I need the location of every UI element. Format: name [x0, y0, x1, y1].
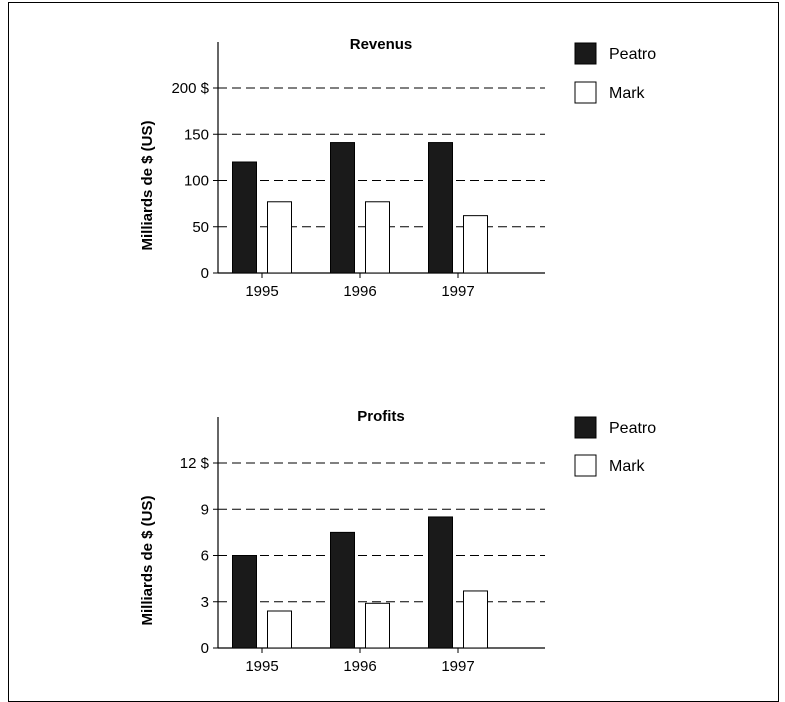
chart1-y-tick-label-2: 100 [184, 173, 209, 190]
chart1-x-tick-label-1995: 1995 [245, 283, 278, 300]
chart1-y-tick-label-1: 50 [192, 219, 209, 236]
chart2-legend-label-peatro: Peatro [609, 420, 656, 437]
chart1-x-tick-label-1996: 1996 [343, 283, 376, 300]
chart2-bar-peatro-1995 [232, 555, 257, 649]
chart2-bar-peatro-1997 [428, 516, 453, 649]
chart1-bar-peatro-1996 [330, 142, 355, 274]
chart1-y-tick-label-0: 0 [201, 265, 209, 282]
chart1-y-tick-label-4: 200 $ [171, 80, 209, 97]
chart2-title: Profits [357, 408, 405, 425]
chart2-y-axis-label: Milliards de $ (US) [139, 495, 156, 625]
chart1-y-axis-label: Milliards de $ (US) [139, 120, 156, 250]
chart1-bar-peatro-1995 [232, 161, 257, 274]
chart2-x-tick-label-1997: 1997 [441, 658, 474, 675]
chart1-legend-swatch-mark [574, 81, 597, 104]
chart2-bar-mark-1995 [267, 610, 292, 649]
chart1-bar-mark-1995 [267, 201, 292, 274]
chart1-legend-swatch-peatro [574, 42, 597, 65]
chart2-bar-peatro-1996 [330, 531, 355, 649]
chart2-y-tick-label-1: 3 [201, 594, 209, 611]
chart2-legend-swatch-peatro [574, 416, 597, 439]
chart1-bar-mark-1997 [463, 215, 488, 274]
chart1-x-tick-label-1997: 1997 [441, 283, 474, 300]
chart2-bar-mark-1996 [365, 602, 390, 649]
chart1-bar-mark-1996 [365, 201, 390, 274]
chart2-x-tick-label-1995: 1995 [245, 658, 278, 675]
chart1-legend-label-peatro: Peatro [609, 46, 656, 63]
chart1-legend-label-mark: Mark [609, 85, 646, 102]
chart1-bar-peatro-1997 [428, 142, 453, 274]
chart1-y-tick-label-3: 150 [184, 126, 209, 143]
chart2-y-tick-label-4: 12 $ [180, 455, 210, 472]
chart2-legend-swatch-mark [574, 454, 597, 477]
chart2-y-tick-label-0: 0 [201, 640, 209, 657]
chart2-legend-label-mark: Mark [609, 458, 646, 475]
chart2-x-tick-label-1996: 1996 [343, 658, 376, 675]
chart2-bar-mark-1997 [463, 590, 488, 649]
chart2-y-tick-label-2: 6 [201, 548, 209, 565]
chart1-title: Revenus [350, 36, 413, 53]
chart2-y-tick-label-3: 9 [201, 501, 209, 518]
